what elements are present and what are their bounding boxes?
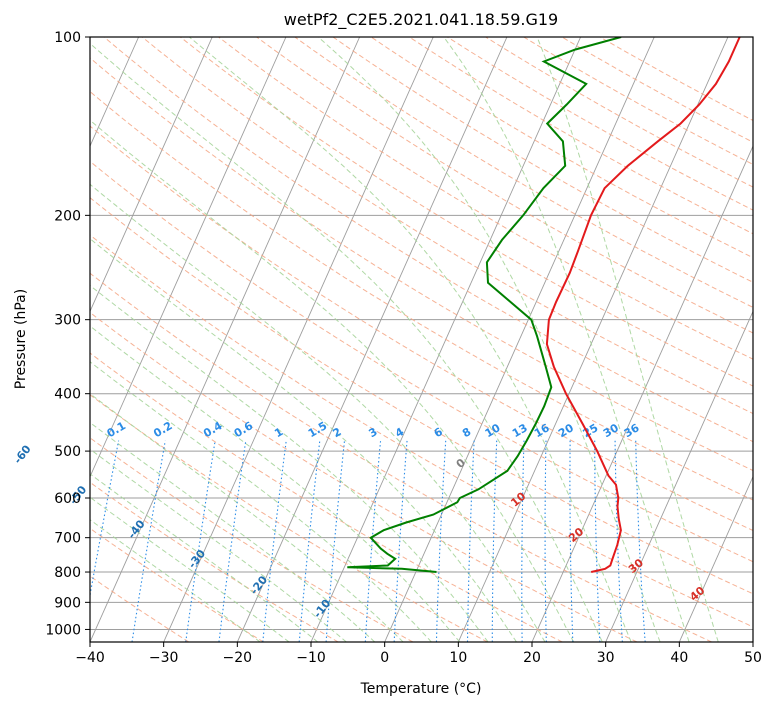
y-tick-label: 500 — [54, 444, 81, 460]
moist-adiabat — [90, 473, 319, 642]
dry-adiabat — [90, 57, 753, 472]
y-tick-label: 600 — [54, 491, 81, 507]
dry-adiabat — [90, 575, 190, 642]
dry-adiabat — [256, 37, 753, 334]
isotherm-line — [605, 310, 753, 642]
mixing-ratio-line — [364, 440, 382, 642]
tick-layer: −40 −30 −20 −10 0 10 20 30 40 50 100 200 300 400 500 60… — [45, 30, 762, 666]
x-tick-label: 50 — [744, 650, 762, 666]
y-tick-label: 200 — [54, 208, 81, 224]
dry-adiabat — [90, 481, 339, 642]
mixing-ratio-line — [262, 440, 287, 642]
x-tick-label: 0 — [380, 650, 389, 666]
moist-adiabat — [317, 37, 661, 642]
moist-adiabat — [90, 361, 432, 642]
mixing-ratio-line — [569, 440, 574, 642]
isotherm-line — [678, 475, 753, 642]
dry-adiabat — [90, 125, 753, 532]
dry-adiabat — [332, 37, 753, 283]
mixing-ratio-line — [325, 440, 346, 642]
dry-adiabat — [103, 37, 753, 443]
dry-adiabat — [90, 272, 712, 642]
moist-adiabat — [90, 183, 546, 642]
mixing-ratio-line — [90, 440, 120, 599]
mixing-ratio-line — [185, 440, 216, 642]
moist-adiabat — [443, 37, 690, 642]
mixing-ratio-line — [298, 440, 321, 642]
y-axis-label: Pressure (hPa) — [13, 289, 29, 389]
x-tick-label: −20 — [223, 650, 253, 666]
x-axis-label: Temperature (°C) — [360, 681, 482, 697]
mixing-ratio-line — [544, 440, 547, 642]
mixing-ratio-line — [521, 440, 525, 642]
series-layer — [347, 37, 741, 573]
y-tick-label: 800 — [54, 565, 81, 581]
moist-adiabat — [536, 37, 719, 642]
dry-adiabat — [90, 90, 753, 501]
plot-frame — [89, 36, 754, 643]
grid-layer — [90, 37, 753, 642]
x-tick-label: −30 — [149, 650, 179, 666]
mixing-ratio-line — [491, 440, 498, 642]
x-tick-label: 40 — [670, 650, 688, 666]
x-tick-label: −10 — [296, 650, 326, 666]
isotherm-line — [236, 37, 508, 642]
dry-adiabat — [90, 234, 753, 628]
dry-adiabat — [294, 37, 753, 308]
moist-adiabat — [90, 448, 347, 642]
y-tick-label: 700 — [54, 531, 81, 547]
y-tick-label: 1000 — [45, 622, 81, 638]
dry-adiabat — [90, 437, 414, 642]
y-tick-label: 300 — [54, 313, 81, 329]
mixing-ratio-line — [435, 440, 447, 642]
dry-adiabat — [90, 160, 753, 563]
y-tick-label: 400 — [54, 387, 81, 403]
mixing-ratio-line — [393, 440, 408, 642]
isotherm-line — [457, 37, 729, 642]
x-tick-label: 20 — [523, 650, 541, 666]
dry-adiabat — [90, 394, 488, 642]
isotherm-line — [531, 144, 753, 642]
moist-adiabat — [188, 37, 632, 642]
mixing-ratio-line — [614, 440, 623, 642]
dewpoint-line — [347, 37, 622, 573]
moist-adiabat — [90, 42, 603, 642]
dry-adiabat — [90, 352, 563, 642]
moist-adiabat — [90, 393, 404, 642]
mixing-ratio-line — [218, 440, 247, 642]
isotherm-line — [384, 37, 655, 642]
y-tick-label: 900 — [54, 595, 81, 611]
moist-adiabat — [90, 421, 376, 642]
isotherm-line — [90, 37, 213, 313]
dry-adiabat — [218, 37, 753, 360]
moist-adiabat — [90, 238, 517, 642]
dry-adiabat — [90, 197, 753, 595]
isotherm-line — [163, 37, 434, 642]
chart-title: wetPf2_C2E5.2021.041.18.59.G19 — [284, 10, 558, 30]
x-tick-label: −40 — [75, 650, 105, 666]
isotherm-line — [90, 37, 140, 148]
moist-adiabat — [90, 119, 575, 642]
x-tick-label: 30 — [597, 650, 615, 666]
y-tick-label: 100 — [54, 30, 81, 46]
x-tick-label: 10 — [449, 650, 467, 666]
temperature-line — [545, 37, 741, 573]
mixing-ratio-line — [131, 440, 166, 642]
mixing-ratio-line — [594, 440, 601, 642]
isotherm-line — [90, 37, 361, 642]
isotherm-line — [90, 37, 287, 478]
moist-adiabat — [90, 284, 489, 642]
mixing-ratio-line — [466, 440, 475, 642]
mixing-ratio-line — [635, 440, 646, 642]
